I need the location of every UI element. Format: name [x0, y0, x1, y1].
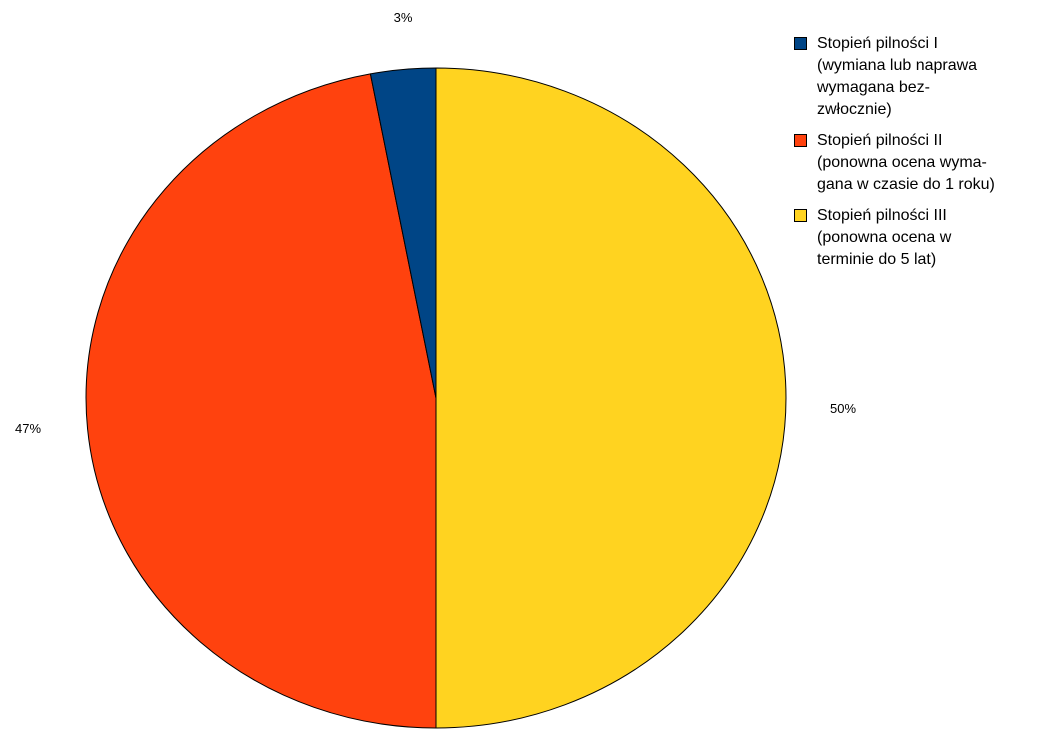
pie-slice-stopien-pilnosci-iii [435, 67, 787, 729]
legend-label-stopien-pilnosci-iii: Stopień pilności III (ponowna ocena w te… [817, 207, 952, 268]
legend-item-stopien-pilnosci-ii: Stopień pilności II (ponowna ocena wyma-… [794, 130, 1048, 196]
data-label-stopien-pilnosci-ii: 47% [15, 421, 41, 436]
pie-slice-stopien-pilnosci-i [369, 67, 437, 399]
legend-swatch-stopien-pilnosci-i [794, 37, 807, 50]
legend-swatch-stopien-pilnosci-ii [794, 134, 807, 147]
legend-item-stopien-pilnosci-i: Stopień pilności I (wymiana lub naprawa … [794, 33, 1048, 121]
chart-legend: Stopień pilności I (wymiana lub naprawa … [794, 33, 1048, 280]
legend-item-stopien-pilnosci-iii: Stopień pilności III (ponowna ocena w te… [794, 205, 1048, 271]
legend-label-stopien-pilnosci-ii: Stopień pilności II (ponowna ocena wyma-… [817, 132, 995, 193]
pie-slice-stopien-pilnosci-ii [85, 73, 437, 729]
legend-label-stopien-pilnosci-i: Stopień pilności I (wymiana lub naprawa … [817, 35, 978, 118]
data-label-stopien-pilnosci-i: 3% [394, 10, 413, 25]
legend-swatch-stopien-pilnosci-iii [794, 209, 807, 222]
data-label-stopien-pilnosci-iii: 50% [830, 401, 856, 416]
